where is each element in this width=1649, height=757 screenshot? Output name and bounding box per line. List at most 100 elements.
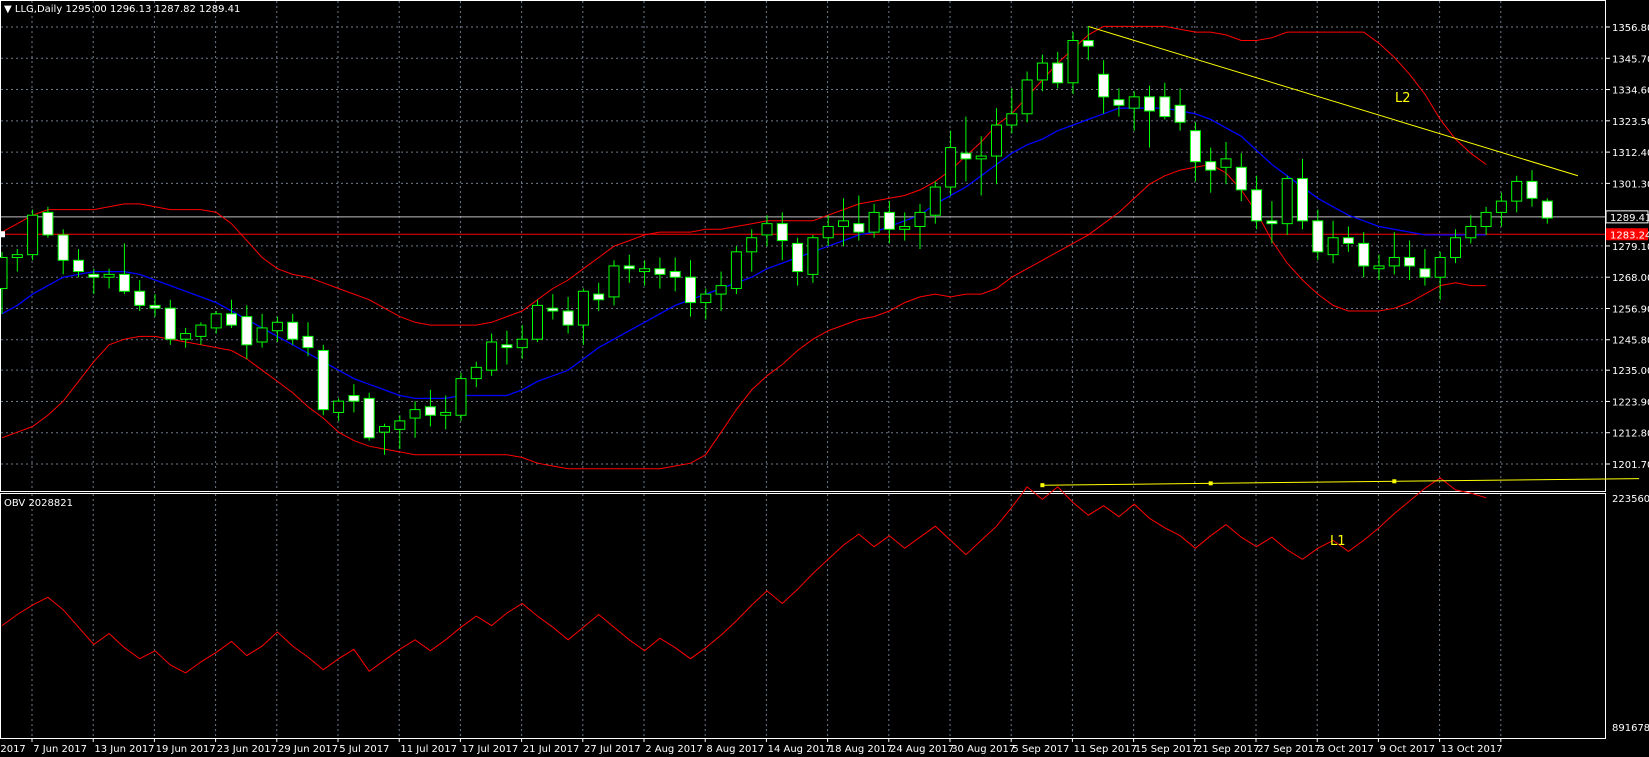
candle-body[interactable] bbox=[1052, 62, 1064, 84]
candle-body[interactable] bbox=[73, 259, 84, 273]
candle-body[interactable] bbox=[409, 409, 421, 419]
candle-body[interactable] bbox=[1235, 166, 1247, 191]
candle-body[interactable] bbox=[134, 290, 146, 306]
candle-body[interactable] bbox=[1480, 211, 1492, 227]
candle-body[interactable] bbox=[853, 223, 865, 233]
candle-body[interactable] bbox=[991, 124, 1002, 157]
candle-body[interactable] bbox=[761, 223, 773, 236]
trendline-l2[interactable] bbox=[1088, 25, 1579, 177]
candle-body[interactable] bbox=[883, 211, 895, 230]
candle-body[interactable] bbox=[547, 307, 559, 312]
candle-body[interactable] bbox=[501, 344, 513, 349]
candle-body[interactable] bbox=[1159, 96, 1171, 118]
candle-body[interactable] bbox=[975, 155, 987, 160]
candle-body[interactable] bbox=[562, 310, 574, 326]
candle-body[interactable] bbox=[822, 225, 834, 239]
candle-body[interactable] bbox=[1021, 79, 1033, 115]
candle-body[interactable] bbox=[960, 152, 972, 160]
candle-body[interactable] bbox=[1082, 40, 1094, 47]
candle-body[interactable] bbox=[470, 366, 482, 380]
candle-body[interactable] bbox=[1495, 200, 1507, 213]
candle-body[interactable] bbox=[1251, 189, 1263, 222]
candle-body[interactable] bbox=[1189, 130, 1201, 163]
candle-body[interactable] bbox=[394, 420, 406, 430]
candle-body[interactable] bbox=[623, 265, 635, 270]
candle-body[interactable] bbox=[700, 293, 712, 304]
candle-body[interactable] bbox=[1266, 220, 1278, 225]
candle-body[interactable] bbox=[379, 426, 390, 433]
candle-body[interactable] bbox=[103, 273, 115, 278]
candle-body[interactable] bbox=[1297, 178, 1308, 222]
candle-body[interactable] bbox=[730, 251, 742, 289]
candle-body[interactable] bbox=[1281, 178, 1293, 225]
trendline-l1-anchor[interactable] bbox=[1392, 479, 1397, 484]
candle-body[interactable] bbox=[256, 327, 268, 343]
candle-body[interactable] bbox=[746, 237, 758, 253]
trendline-l1[interactable] bbox=[1042, 478, 1640, 486]
candle-body[interactable] bbox=[317, 349, 329, 411]
candle-body[interactable] bbox=[1312, 220, 1324, 253]
candles[interactable] bbox=[0, 26, 1553, 455]
candle-body[interactable] bbox=[57, 234, 69, 261]
candle-body[interactable] bbox=[0, 256, 8, 289]
candle-body[interactable] bbox=[1144, 96, 1155, 112]
candle-body[interactable] bbox=[118, 273, 130, 292]
candle-body[interactable] bbox=[348, 395, 360, 402]
candle-body[interactable] bbox=[1006, 113, 1018, 126]
candle-body[interactable] bbox=[180, 333, 192, 340]
candle-body[interactable] bbox=[1465, 225, 1477, 239]
candle-body[interactable] bbox=[1434, 256, 1446, 278]
candle-body[interactable] bbox=[945, 147, 957, 188]
candle-body[interactable] bbox=[11, 254, 23, 258]
trendline-l1-anchor[interactable] bbox=[1040, 483, 1045, 488]
candle-body[interactable] bbox=[868, 211, 880, 233]
candle-body[interactable] bbox=[440, 411, 452, 416]
candle-body[interactable] bbox=[1388, 256, 1400, 267]
candle-body[interactable] bbox=[164, 307, 176, 340]
candle-body[interactable] bbox=[1511, 180, 1523, 202]
candle-body[interactable] bbox=[516, 338, 528, 349]
candle-body[interactable] bbox=[226, 313, 237, 326]
candle-body[interactable] bbox=[532, 304, 543, 340]
candle-body[interactable] bbox=[333, 400, 345, 413]
candle-body[interactable] bbox=[929, 186, 941, 216]
candle-body[interactable] bbox=[241, 316, 253, 346]
candle-body[interactable] bbox=[776, 223, 788, 242]
candle-body[interactable] bbox=[1373, 265, 1385, 270]
candle-body[interactable] bbox=[424, 406, 436, 416]
candle-body[interactable] bbox=[271, 321, 283, 332]
candle-body[interactable] bbox=[685, 276, 696, 304]
candle-body[interactable] bbox=[1358, 242, 1370, 267]
candle-body[interactable] bbox=[88, 273, 100, 278]
candle-body[interactable] bbox=[838, 220, 849, 227]
candle-body[interactable] bbox=[1404, 256, 1416, 267]
candle-body[interactable] bbox=[1220, 158, 1232, 168]
candle-body[interactable] bbox=[1205, 161, 1217, 171]
candle-body[interactable] bbox=[1342, 237, 1354, 244]
candle-body[interactable] bbox=[593, 293, 605, 301]
candle-body[interactable] bbox=[792, 242, 804, 273]
candle-body[interactable] bbox=[1419, 268, 1431, 278]
candle-body[interactable] bbox=[1450, 237, 1461, 258]
candle-body[interactable] bbox=[715, 285, 727, 295]
candle-body[interactable] bbox=[1526, 180, 1538, 199]
trendline-l1-anchor[interactable] bbox=[1208, 481, 1213, 486]
candle-body[interactable] bbox=[363, 397, 375, 439]
candle-body[interactable] bbox=[1541, 200, 1553, 219]
candle-body[interactable] bbox=[486, 341, 498, 371]
candle-body[interactable] bbox=[42, 211, 54, 236]
candle-body[interactable] bbox=[1067, 40, 1079, 84]
candle-body[interactable] bbox=[608, 265, 620, 298]
candle-body[interactable] bbox=[1113, 99, 1125, 106]
candle-body[interactable] bbox=[1098, 73, 1110, 98]
candle-body[interactable] bbox=[899, 225, 911, 230]
candle-body[interactable] bbox=[1174, 104, 1186, 123]
candle-body[interactable] bbox=[302, 335, 314, 349]
candle-body[interactable] bbox=[149, 304, 161, 309]
candle-body[interactable] bbox=[807, 237, 819, 275]
candle-body[interactable] bbox=[27, 214, 39, 256]
candle-body[interactable] bbox=[1036, 62, 1048, 81]
candle-body[interactable] bbox=[654, 268, 666, 275]
candle-body[interactable] bbox=[195, 324, 207, 337]
candle-body[interactable] bbox=[1128, 96, 1140, 109]
